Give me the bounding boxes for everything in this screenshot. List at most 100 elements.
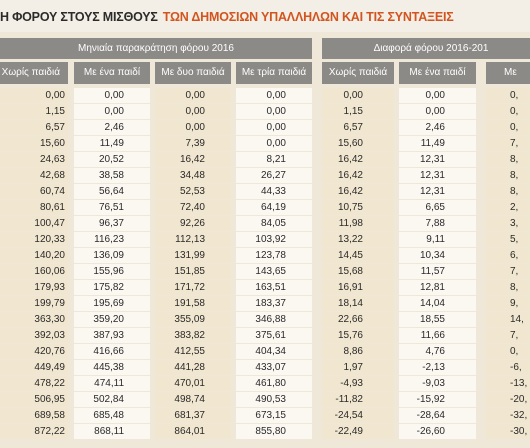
table-cell: 0,00 bbox=[155, 88, 231, 103]
table-cell: 136,09 bbox=[74, 248, 150, 263]
table-cell: 10,75 bbox=[322, 200, 394, 215]
table-cell: 12,31 bbox=[399, 152, 476, 167]
table-cell: 0,00 bbox=[74, 104, 150, 119]
table-cell: 441,28 bbox=[155, 360, 231, 375]
table-cell: 383,82 bbox=[155, 328, 231, 343]
table-cell: 80,61 bbox=[0, 200, 68, 215]
table-cell: 84,05 bbox=[236, 216, 312, 231]
table-cell: 13,22 bbox=[322, 232, 394, 247]
table-cell: 179,93 bbox=[0, 280, 68, 295]
table-cell: 8, bbox=[486, 168, 530, 183]
table-cell: -22,49 bbox=[322, 424, 394, 439]
table-cell: 15,76 bbox=[322, 328, 394, 343]
table-cell: 9,11 bbox=[399, 232, 476, 247]
table-cell: 15,60 bbox=[322, 136, 394, 151]
table-cell: 449,49 bbox=[0, 360, 68, 375]
table-cell: 0,00 bbox=[0, 88, 68, 103]
table-cell: 0,00 bbox=[399, 88, 476, 103]
table-cell: 0, bbox=[486, 88, 530, 103]
table-cell: 199,79 bbox=[0, 296, 68, 311]
table-cell: 15,60 bbox=[0, 136, 68, 151]
column-header: Με bbox=[486, 62, 530, 84]
table-cell: 72,40 bbox=[155, 200, 231, 215]
table-cell: 171,72 bbox=[155, 280, 231, 295]
column-header: Χωρίς παιδιά bbox=[0, 62, 68, 84]
table-cell: 363,30 bbox=[0, 312, 68, 327]
group-header: Διαφορά φόρου 2016-201 bbox=[322, 38, 530, 59]
table-cell: 445,38 bbox=[74, 360, 150, 375]
table-cell: 7, bbox=[486, 328, 530, 343]
table-cell: 11,98 bbox=[322, 216, 394, 231]
column-header: Με ένα παιδί bbox=[74, 62, 150, 84]
table-cell: 52,53 bbox=[155, 184, 231, 199]
table-cell: 18,55 bbox=[399, 312, 476, 327]
table-cell: 420,76 bbox=[0, 344, 68, 359]
table-cell: 490,53 bbox=[236, 392, 312, 407]
table-cell: 60,74 bbox=[0, 184, 68, 199]
table-cell: 359,20 bbox=[74, 312, 150, 327]
table-cell: 14, bbox=[486, 312, 530, 327]
table-cell: -6, bbox=[486, 360, 530, 375]
table-cell: 392,03 bbox=[0, 328, 68, 343]
table-cell: 155,96 bbox=[74, 264, 150, 279]
table-cell: 16,42 bbox=[155, 152, 231, 167]
table-cell: 855,80 bbox=[236, 424, 312, 439]
table-cell: 131,99 bbox=[155, 248, 231, 263]
table-cell: 76,51 bbox=[74, 200, 150, 215]
table-cell: 0,00 bbox=[74, 88, 150, 103]
table-cell: 0,00 bbox=[236, 136, 312, 151]
group-header: Μηνιαία παρακράτηση φόρου 2016 bbox=[0, 38, 312, 59]
table-cell: 14,45 bbox=[322, 248, 394, 263]
table-cell: 96,37 bbox=[74, 216, 150, 231]
table-cell: 14,04 bbox=[399, 296, 476, 311]
table-cell: 1,15 bbox=[0, 104, 68, 119]
table-cell: 20,52 bbox=[74, 152, 150, 167]
table-cell: 175,82 bbox=[74, 280, 150, 295]
table-cell: 868,11 bbox=[74, 424, 150, 439]
table-cell: 12,31 bbox=[399, 184, 476, 199]
table-cell: 0,00 bbox=[236, 88, 312, 103]
table-cell: 0,00 bbox=[236, 104, 312, 119]
table-cell: 8,21 bbox=[236, 152, 312, 167]
table-cell: 8, bbox=[486, 152, 530, 167]
table-cell: 140,20 bbox=[0, 248, 68, 263]
table-cell: 0,00 bbox=[322, 88, 394, 103]
column-header: Με ένα παιδί bbox=[399, 62, 476, 84]
table-cell: -2,13 bbox=[399, 360, 476, 375]
table-cell: 470,01 bbox=[155, 376, 231, 391]
table-cell: 92,26 bbox=[155, 216, 231, 231]
table-cell: 143,65 bbox=[236, 264, 312, 279]
table-cell: 151,85 bbox=[155, 264, 231, 279]
table-cell: 2,46 bbox=[74, 120, 150, 135]
table-cell: 502,84 bbox=[74, 392, 150, 407]
table-cell: 404,34 bbox=[236, 344, 312, 359]
table-cell: 195,69 bbox=[74, 296, 150, 311]
table-cell: 12,81 bbox=[399, 280, 476, 295]
table-cell: 26,27 bbox=[236, 168, 312, 183]
column-header: Χωρίς παιδιά bbox=[322, 62, 394, 84]
table-cell: 6,57 bbox=[322, 120, 394, 135]
column-header: Με δυο παιδιά bbox=[155, 62, 231, 84]
table-cell: 346,88 bbox=[236, 312, 312, 327]
table-cell: 16,42 bbox=[322, 152, 394, 167]
table-cell: 16,42 bbox=[322, 168, 394, 183]
table-cell: 12,31 bbox=[399, 168, 476, 183]
table-cell: 100,47 bbox=[0, 216, 68, 231]
table-cell: 16,91 bbox=[322, 280, 394, 295]
table-cell: -11,82 bbox=[322, 392, 394, 407]
table-cell: 433,07 bbox=[236, 360, 312, 375]
column-header: Με τρία παιδιά bbox=[236, 62, 312, 84]
table-cell: 10,34 bbox=[399, 248, 476, 263]
table-cell: 0,00 bbox=[399, 104, 476, 119]
table-cell: 461,80 bbox=[236, 376, 312, 391]
table-cell: 123,78 bbox=[236, 248, 312, 263]
table-cell: 375,61 bbox=[236, 328, 312, 343]
table-cell: 8, bbox=[486, 280, 530, 295]
table-cell: 34,48 bbox=[155, 168, 231, 183]
table-cell: -26,60 bbox=[399, 424, 476, 439]
table-cell: 103,92 bbox=[236, 232, 312, 247]
table-cell: 474,11 bbox=[74, 376, 150, 391]
table-cell: -4,93 bbox=[322, 376, 394, 391]
table-cell: 64,19 bbox=[236, 200, 312, 215]
